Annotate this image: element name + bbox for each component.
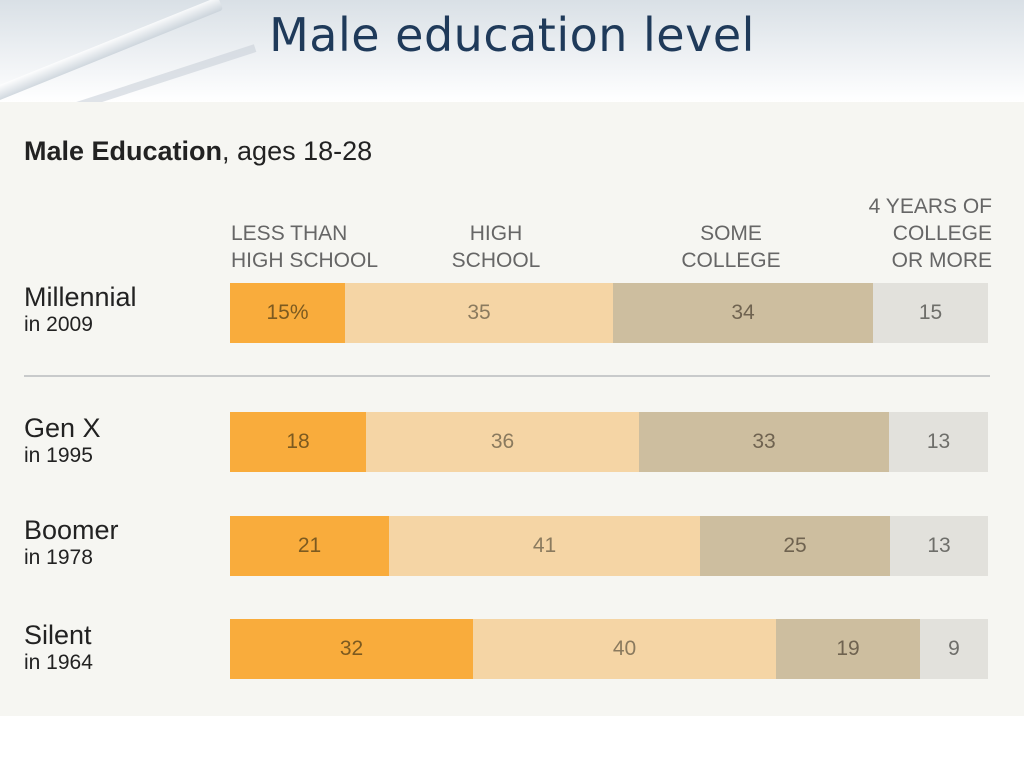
row-name: Gen X: [24, 413, 101, 443]
bar-segment-high-school: 35: [345, 283, 613, 343]
column-header-four-years-college: 4 YEARS OF COLLEGE OR MORE: [830, 193, 992, 274]
data-label: 18: [286, 430, 310, 453]
bar-segment-four-years-college: 9: [920, 619, 988, 679]
bar-segment-less-than-high-school: 18: [230, 412, 366, 472]
data-label: 13: [927, 534, 951, 557]
data-label: 40: [612, 637, 637, 660]
column-header-line: SCHOOL: [451, 249, 541, 272]
bar-segment-high-school: 40: [473, 619, 776, 679]
row-year: in 2009: [24, 313, 93, 337]
slide-header: [0, 0, 1024, 102]
row-name: Boomer: [24, 515, 119, 545]
data-label: 33: [752, 430, 776, 453]
column-header-line: COLLEGE: [681, 249, 781, 272]
data-label: 32: [339, 637, 364, 660]
row-label-boomer: Boomer in 1978: [24, 515, 119, 570]
row-label-gen-x: Gen X in 1995: [24, 413, 101, 468]
row-name: Millennial: [24, 282, 137, 312]
row-label-millennial: Millennial in 2009: [24, 282, 137, 337]
chart-title-rest: , ages 18-28: [222, 136, 373, 166]
data-label: 36: [490, 430, 515, 453]
bar-segment-some-college: 34: [613, 283, 873, 343]
column-header-line: LESS THAN: [231, 222, 348, 245]
bar-segment-some-college: 19: [776, 619, 920, 679]
row-label-silent: Silent in 1964: [24, 620, 93, 675]
data-label: 9: [948, 637, 960, 660]
column-header-line: COLLEGE: [892, 222, 992, 245]
data-label: 41: [532, 534, 557, 557]
column-header-line: HIGH: [469, 222, 523, 245]
row-name: Silent: [24, 620, 92, 650]
data-label: 21: [297, 534, 322, 557]
bar-segment-less-than-high-school: 32: [230, 619, 473, 679]
bar-segment-less-than-high-school: 15%: [230, 283, 345, 343]
data-label: 15%: [266, 301, 309, 324]
bar-segment-four-years-college: 13: [890, 516, 988, 576]
data-label: 35: [467, 301, 491, 324]
data-label: 13: [926, 430, 951, 453]
column-header-some-college: SOME COLLEGE: [668, 220, 794, 274]
row-year: in 1995: [24, 444, 93, 468]
chart-title: Male Education, ages 18-28: [24, 136, 372, 167]
data-label: 34: [731, 301, 755, 324]
section-divider: [24, 375, 990, 377]
bar-row-boomer: 21 41 25 13: [230, 516, 988, 576]
row-year: in 1978: [24, 546, 93, 570]
bar-segment-less-than-high-school: 21: [230, 516, 389, 576]
column-header-high-school: HIGH SCHOOL: [443, 220, 549, 274]
bar-row-millennial: 15% 35 34 15: [230, 283, 988, 343]
column-header-line: HIGH SCHOOL: [231, 249, 379, 272]
column-header-line: OR MORE: [891, 249, 992, 272]
bar-segment-high-school: 41: [389, 516, 700, 576]
bar-row-gen-x: 18 36 33 13: [230, 412, 988, 472]
chart-panel: Male Education, ages 18-28 LESS THAN HIG…: [0, 102, 1024, 716]
chart-title-bold: Male Education: [24, 136, 223, 166]
bar-segment-some-college: 25: [700, 516, 890, 576]
bar-segment-some-college: 33: [639, 412, 889, 472]
data-label: 19: [836, 637, 860, 660]
data-label: 15: [918, 301, 943, 324]
row-year: in 1964: [24, 651, 93, 675]
column-header-line: SOME: [700, 222, 762, 245]
slide-title: Male education level: [269, 8, 755, 62]
bar-segment-high-school: 36: [366, 412, 639, 472]
bar-segment-four-years-college: 13: [889, 412, 988, 472]
column-header-line: 4 YEARS OF: [868, 195, 992, 218]
bar-row-silent: 32 40 19 9: [230, 619, 988, 679]
bar-segment-four-years-college: 15: [873, 283, 988, 343]
column-header-less-than-high-school: LESS THAN HIGH SCHOOL: [231, 220, 378, 274]
data-label: 25: [783, 534, 807, 557]
